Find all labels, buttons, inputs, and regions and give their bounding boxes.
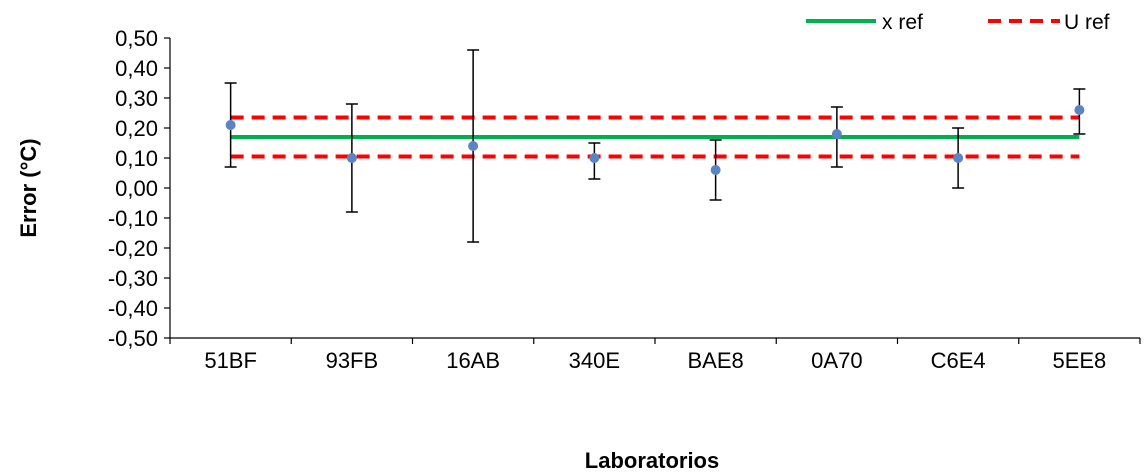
data-point [346,153,357,163]
x-tick-label: 340E [569,348,620,373]
y-axis-title: Error (°C) [16,138,41,237]
y-tick-label: -0,50 [108,326,158,351]
data-point [225,120,236,130]
data-point [468,141,479,151]
y-tick-label: -0,20 [108,236,158,261]
y-tick-label: 0,00 [115,176,158,201]
y-tick-labels: 0,50 0,40 0,30 0,20 0,10 0,00 -0,10 -0,20 -0,30 -… [108,26,158,351]
error-bars [224,49,1086,243]
y-tick-label: -0,10 [108,206,158,231]
y-tick-label: -0,40 [108,296,158,321]
data-point [589,153,600,163]
legend-xref-label: x ref [882,11,923,34]
y-tick-label: 0,40 [115,56,158,81]
x-tick-labels: 51BF 93FB 16AB 340E BAE8 0A70 C6E4 5EE8 [204,348,1106,373]
y-tick-label: 0,50 [115,26,158,51]
x-tick-label: 51BF [204,348,257,373]
x-tick-label: C6E4 [931,348,986,373]
x-tick-label: BAE8 [687,348,743,373]
axes [164,37,1141,344]
data-point [953,153,964,163]
data-point [831,129,842,139]
x-tick-label: 5EE8 [1052,348,1106,373]
legend-uref-label: U ref [1064,11,1110,34]
data-point [1074,105,1085,115]
x-tick-label: 93FB [326,348,379,373]
y-tick-label: 0,30 [115,86,158,111]
x-tick-label: 16AB [446,348,500,373]
data-points [225,105,1085,175]
data-point [710,165,721,175]
legend: x ref U ref [806,11,1110,34]
x-axis-title: Laboratorios [585,448,719,472]
x-tick-label: 0A70 [811,348,862,373]
y-tick-label: 0,10 [115,146,158,171]
y-tick-label: -0,30 [108,266,158,291]
reference-lines [230,115,1080,159]
y-tick-label: 0,20 [115,116,158,141]
